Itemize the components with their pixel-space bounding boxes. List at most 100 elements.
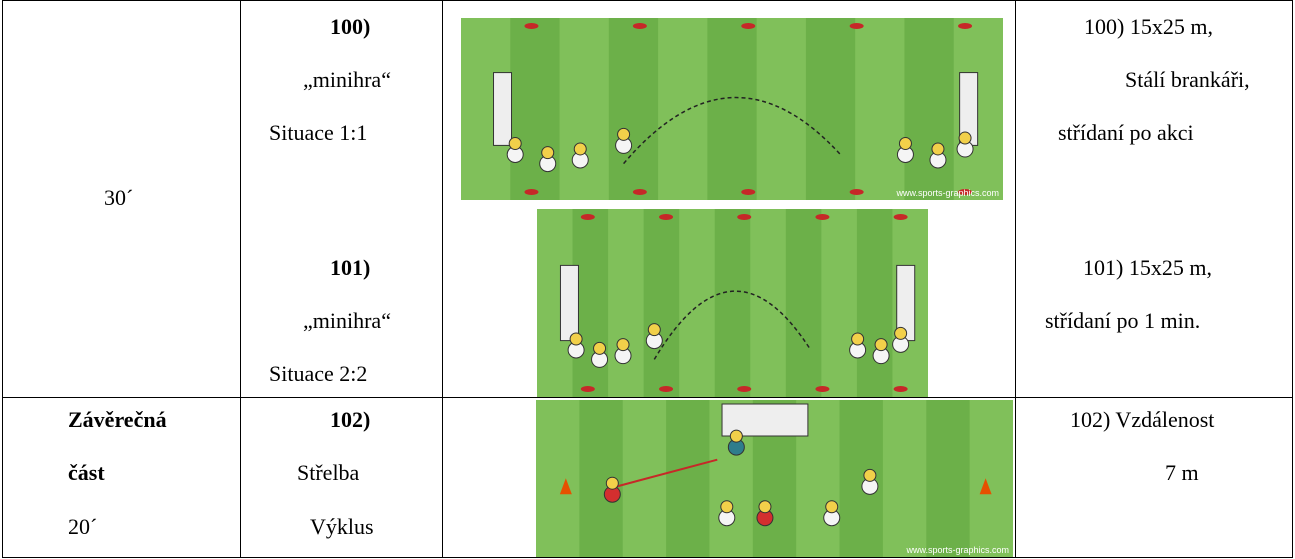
goal bbox=[559, 264, 579, 342]
time: 20´ bbox=[68, 514, 98, 539]
pitch-stripe bbox=[536, 400, 580, 557]
player-head bbox=[863, 468, 877, 482]
player-head bbox=[508, 137, 522, 150]
cone bbox=[849, 189, 864, 195]
player-head bbox=[729, 429, 743, 443]
pitch-stripe bbox=[559, 18, 610, 200]
exercise-text: Situace 2:2 bbox=[269, 361, 368, 386]
pitch-stripe bbox=[855, 18, 905, 200]
player-head bbox=[720, 500, 734, 514]
exercise-text: „minihra“ bbox=[303, 67, 391, 92]
goal bbox=[493, 72, 513, 146]
cone bbox=[893, 214, 908, 220]
cone bbox=[741, 23, 756, 29]
run bbox=[653, 290, 812, 360]
exercise-text: Výklus bbox=[310, 514, 374, 539]
image-credit: www.sports-graphics.com bbox=[905, 545, 1009, 555]
note: střídaní po akci bbox=[1058, 120, 1194, 145]
pitch-stripe bbox=[750, 209, 787, 397]
pitch-stripe bbox=[666, 400, 710, 557]
cone bbox=[580, 386, 595, 392]
cone bbox=[632, 23, 647, 29]
cone bbox=[737, 214, 752, 220]
pitch-stripe bbox=[805, 18, 856, 200]
pitch-stripe bbox=[839, 400, 884, 557]
pitch-image: www.sports-graphics.com bbox=[536, 400, 1013, 557]
cone bbox=[893, 386, 908, 392]
cone bbox=[815, 386, 830, 392]
note: 102) Vzdálenost bbox=[1070, 407, 1215, 432]
cone bbox=[737, 386, 752, 392]
player-head bbox=[825, 500, 839, 514]
pitch-stripe bbox=[856, 209, 893, 397]
cone bbox=[741, 189, 756, 195]
player-head bbox=[541, 146, 555, 160]
pitch-stripe bbox=[679, 209, 716, 397]
exercise-number: 102) bbox=[330, 407, 371, 432]
pitch-stripe bbox=[969, 400, 1013, 557]
pitch-stripe bbox=[926, 400, 971, 557]
shot bbox=[616, 458, 718, 488]
cone bbox=[580, 214, 595, 220]
cone bbox=[659, 214, 674, 220]
cone bbox=[815, 214, 830, 220]
exercise-text: „minihra“ bbox=[303, 308, 391, 333]
pitch-stripe bbox=[714, 209, 751, 397]
border bbox=[1292, 0, 1293, 558]
note: střídaní po 1 min. bbox=[1045, 308, 1201, 333]
note: 100) 15x25 m, bbox=[1084, 14, 1213, 39]
player-head bbox=[894, 326, 908, 340]
time: část bbox=[68, 460, 105, 485]
cone bbox=[524, 189, 539, 195]
player-head bbox=[958, 131, 972, 145]
pitch-stripe bbox=[510, 18, 561, 200]
image-credit: www.sports-graphics.com bbox=[895, 188, 999, 198]
player-head bbox=[647, 323, 661, 337]
time: 30´ bbox=[104, 185, 134, 210]
cone bbox=[849, 23, 864, 29]
time: Závěrečná bbox=[68, 407, 167, 432]
player-head bbox=[593, 341, 607, 355]
border bbox=[2, 557, 1293, 558]
note: 101) 15x25 m, bbox=[1083, 255, 1212, 280]
player-head bbox=[616, 338, 630, 352]
exercise-number: 100) bbox=[330, 14, 371, 39]
pitch-stripe bbox=[658, 18, 708, 200]
pitch-stripe bbox=[608, 209, 645, 397]
player-head bbox=[851, 332, 865, 346]
pitch-stripe bbox=[707, 18, 758, 200]
note: 7 m bbox=[1165, 460, 1199, 485]
pitch-stripe bbox=[643, 209, 680, 397]
player-head bbox=[617, 127, 631, 141]
pitch-image bbox=[537, 209, 928, 397]
pitch-stripe bbox=[882, 400, 927, 557]
note: Stálí brankáři, bbox=[1125, 67, 1250, 92]
exercise-text: Střelba bbox=[297, 460, 360, 485]
border bbox=[2, 397, 1293, 398]
player-head bbox=[605, 476, 619, 490]
player-head bbox=[569, 332, 583, 346]
exercise-number: 101) bbox=[330, 255, 371, 280]
cone bbox=[979, 478, 992, 495]
border bbox=[240, 0, 241, 558]
border bbox=[1015, 0, 1016, 558]
cone bbox=[559, 478, 572, 495]
exercise-text: Situace 1:1 bbox=[269, 120, 368, 145]
border bbox=[2, 0, 1293, 1]
player-head bbox=[758, 500, 772, 514]
player-head bbox=[898, 137, 912, 150]
cone bbox=[524, 23, 539, 29]
border bbox=[442, 0, 443, 558]
border bbox=[2, 0, 3, 558]
cone bbox=[958, 189, 973, 195]
player-head bbox=[931, 142, 945, 156]
player-head bbox=[874, 338, 888, 352]
pitch-stripe bbox=[904, 18, 955, 200]
pitch-stripe bbox=[608, 18, 659, 200]
pitch-stripe bbox=[821, 209, 858, 397]
pitch-stripe bbox=[785, 209, 822, 397]
cone bbox=[659, 386, 674, 392]
cone bbox=[632, 189, 647, 195]
pitch-image: www.sports-graphics.com bbox=[461, 18, 1003, 200]
